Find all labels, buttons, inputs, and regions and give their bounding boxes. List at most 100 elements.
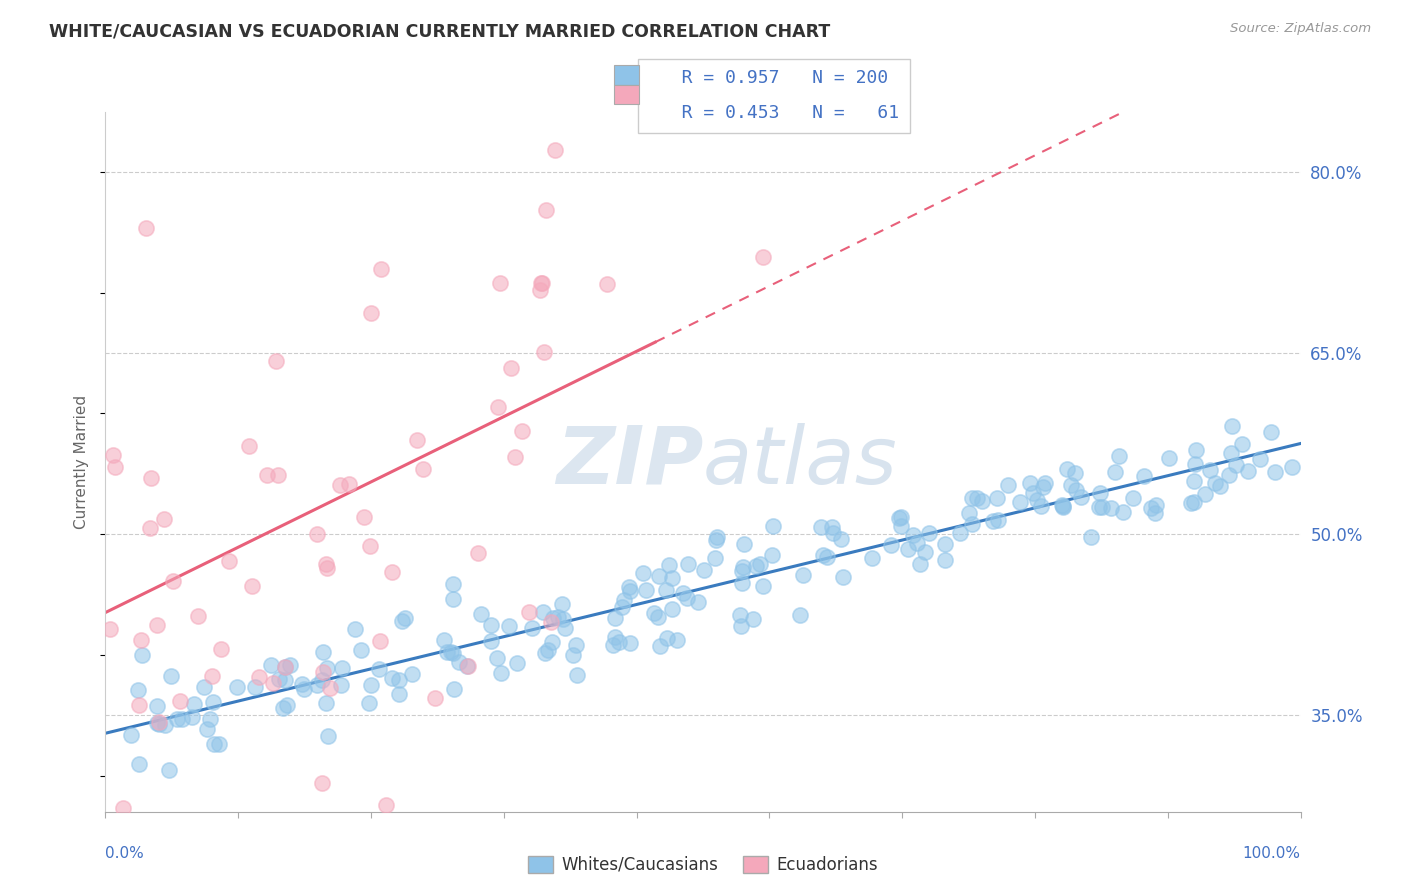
Point (146, 617, 169, 632)
Point (120, 728, 142, 742)
Point (1249, 451, 1271, 466)
Point (728, 607, 751, 622)
Point (394, 611, 416, 625)
Point (247, 670, 270, 684)
Point (688, 595, 710, 609)
Point (1022, 485, 1045, 500)
Point (169, 694, 191, 708)
Point (554, 621, 576, 635)
Point (1091, 500, 1114, 514)
Point (316, 561, 339, 575)
Point (815, 549, 838, 564)
Point (617, 580, 640, 594)
Point (1122, 491, 1144, 506)
Point (934, 553, 956, 567)
Point (553, 612, 575, 626)
Point (162, 574, 184, 588)
Point (517, 605, 540, 619)
Point (243, 680, 266, 694)
Point (128, 698, 150, 712)
Point (381, 565, 404, 579)
Point (733, 537, 755, 551)
Point (821, 519, 844, 533)
Point (436, 645, 458, 659)
Point (1157, 450, 1180, 465)
Point (908, 558, 931, 572)
Point (789, 607, 811, 622)
Point (157, 763, 180, 777)
Point (401, 666, 423, 681)
Point (195, 722, 218, 736)
Point (949, 526, 972, 541)
Text: 0.0%: 0.0% (105, 847, 145, 861)
Point (561, 648, 583, 662)
Point (1088, 500, 1111, 514)
Point (501, 361, 523, 376)
Point (742, 612, 765, 626)
Point (749, 558, 772, 572)
Point (762, 519, 785, 533)
Point (439, 645, 461, 659)
Point (1264, 466, 1286, 480)
Point (226, 680, 249, 694)
Point (264, 353, 287, 368)
Point (643, 606, 665, 620)
Point (731, 576, 754, 591)
Point (1099, 500, 1122, 515)
Point (457, 659, 479, 673)
Point (520, 621, 543, 635)
Point (1052, 500, 1074, 514)
Point (918, 525, 941, 540)
Point (238, 439, 260, 453)
Point (1281, 459, 1303, 474)
Point (531, 605, 554, 619)
Point (101, 448, 124, 462)
Point (661, 601, 683, 615)
Point (1064, 483, 1087, 497)
Point (536, 643, 558, 657)
Point (311, 673, 333, 688)
Point (329, 678, 352, 692)
Point (274, 660, 297, 674)
Point (792, 567, 814, 582)
Point (1018, 475, 1040, 490)
Point (1204, 475, 1226, 490)
Point (613, 593, 636, 607)
Point (752, 579, 775, 593)
Point (1029, 499, 1052, 513)
Point (1199, 463, 1222, 477)
Point (551, 597, 574, 611)
Point (1025, 493, 1047, 508)
Point (187, 609, 209, 624)
Point (1143, 506, 1166, 520)
Text: R = 0.957   N = 200
   R = 0.453   N =   61: R = 0.957 N = 200 R = 0.453 N = 61 (650, 70, 900, 122)
Point (131, 648, 153, 662)
Point (813, 548, 835, 562)
Point (262, 676, 284, 690)
Point (266, 468, 288, 483)
Point (1220, 446, 1243, 460)
Point (1035, 476, 1057, 491)
Point (821, 526, 844, 541)
Point (648, 568, 671, 582)
Point (201, 694, 224, 708)
Point (343, 622, 366, 636)
Text: WHITE/CAUCASIAN VS ECUADORIAN CURRENTLY MARRIED CORRELATION CHART: WHITE/CAUCASIAN VS ECUADORIAN CURRENTLY … (49, 22, 831, 40)
Point (957, 506, 980, 520)
Point (470, 607, 492, 621)
Point (148, 715, 170, 730)
Point (997, 477, 1019, 491)
Point (1182, 495, 1205, 509)
Point (1144, 499, 1167, 513)
Text: Source: ZipAtlas.com: Source: ZipAtlas.com (1230, 22, 1371, 36)
Point (479, 618, 502, 632)
Point (655, 582, 678, 597)
Point (730, 618, 752, 632)
Point (412, 462, 434, 476)
Point (112, 801, 135, 815)
Point (960, 491, 983, 506)
Point (1194, 487, 1216, 501)
Point (193, 680, 215, 694)
Point (655, 632, 678, 646)
Point (274, 673, 297, 688)
